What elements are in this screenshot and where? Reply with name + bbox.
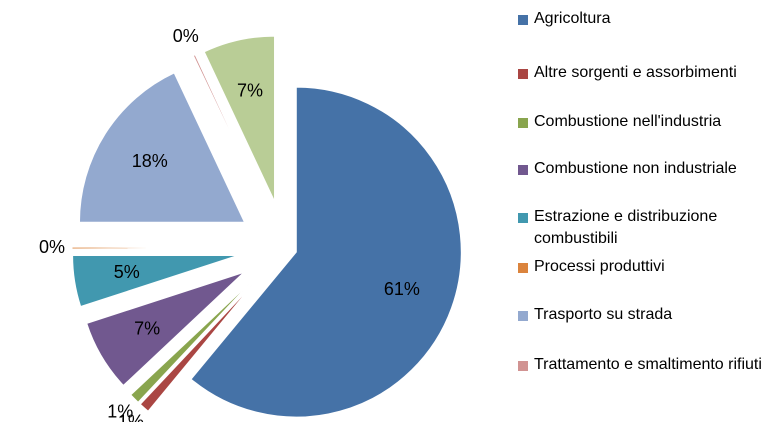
legend-item: Processi produttivi [518,256,768,278]
pie-area: 61% 1%1% 7% 5% 0% 18% 0% 7% [39,26,462,422]
data-label: 1% [118,412,144,422]
legend-item: Trasporto su strada [518,304,768,326]
pie-slice [192,54,266,205]
legend-swatch [518,263,528,273]
pie-slice [72,255,238,308]
legend-label: Estrazione e distribuzione combustibili [534,208,718,247]
legend-label: Trasporto su strada [534,306,673,323]
legend-item: Trattamento e smaltimento rifiuti [518,354,768,376]
pie-slice [86,271,245,387]
legend-label: Combustione non industriale [534,160,737,177]
legend-swatch [518,311,528,321]
legend-swatch [518,118,528,128]
legend-label: Trattamento e smaltimento rifiuti [534,356,762,373]
legend-swatch [518,15,528,25]
legend-label: Combustione nell'industria [534,113,722,130]
pie-slice [130,281,252,403]
data-label: 7% [134,318,160,338]
data-label: 18% [132,151,168,171]
legend-item: Agricoltura [518,8,768,30]
pie-slice [78,72,246,223]
data-label: 7% [237,80,263,100]
legend-swatch [518,213,528,223]
legend-swatch [518,361,528,371]
legend-swatch [518,165,528,175]
pie-slice [71,246,238,250]
legend-label: Processi produttivi [534,258,665,275]
legend-item: Estrazione e distribuzione combustibili [518,206,768,250]
legend-item: Combustione nell'industria [518,111,768,133]
legend-swatch [518,69,528,79]
legend-label: Altre sorgenti e assorbimenti [534,64,737,81]
data-label: 5% [114,262,140,282]
data-label: 61% [384,279,420,299]
legend-item: Combustione non industriale [518,158,768,180]
data-label: 0% [39,237,65,257]
data-label: 0% [173,26,199,46]
data-label: 1% [107,402,133,422]
legend-label: Agricoltura [534,10,611,27]
pie-slice [203,35,276,202]
legend-item: Altre sorgenti e assorbimenti [518,62,768,84]
pie-slice [190,86,462,418]
pie-slice [139,283,254,412]
